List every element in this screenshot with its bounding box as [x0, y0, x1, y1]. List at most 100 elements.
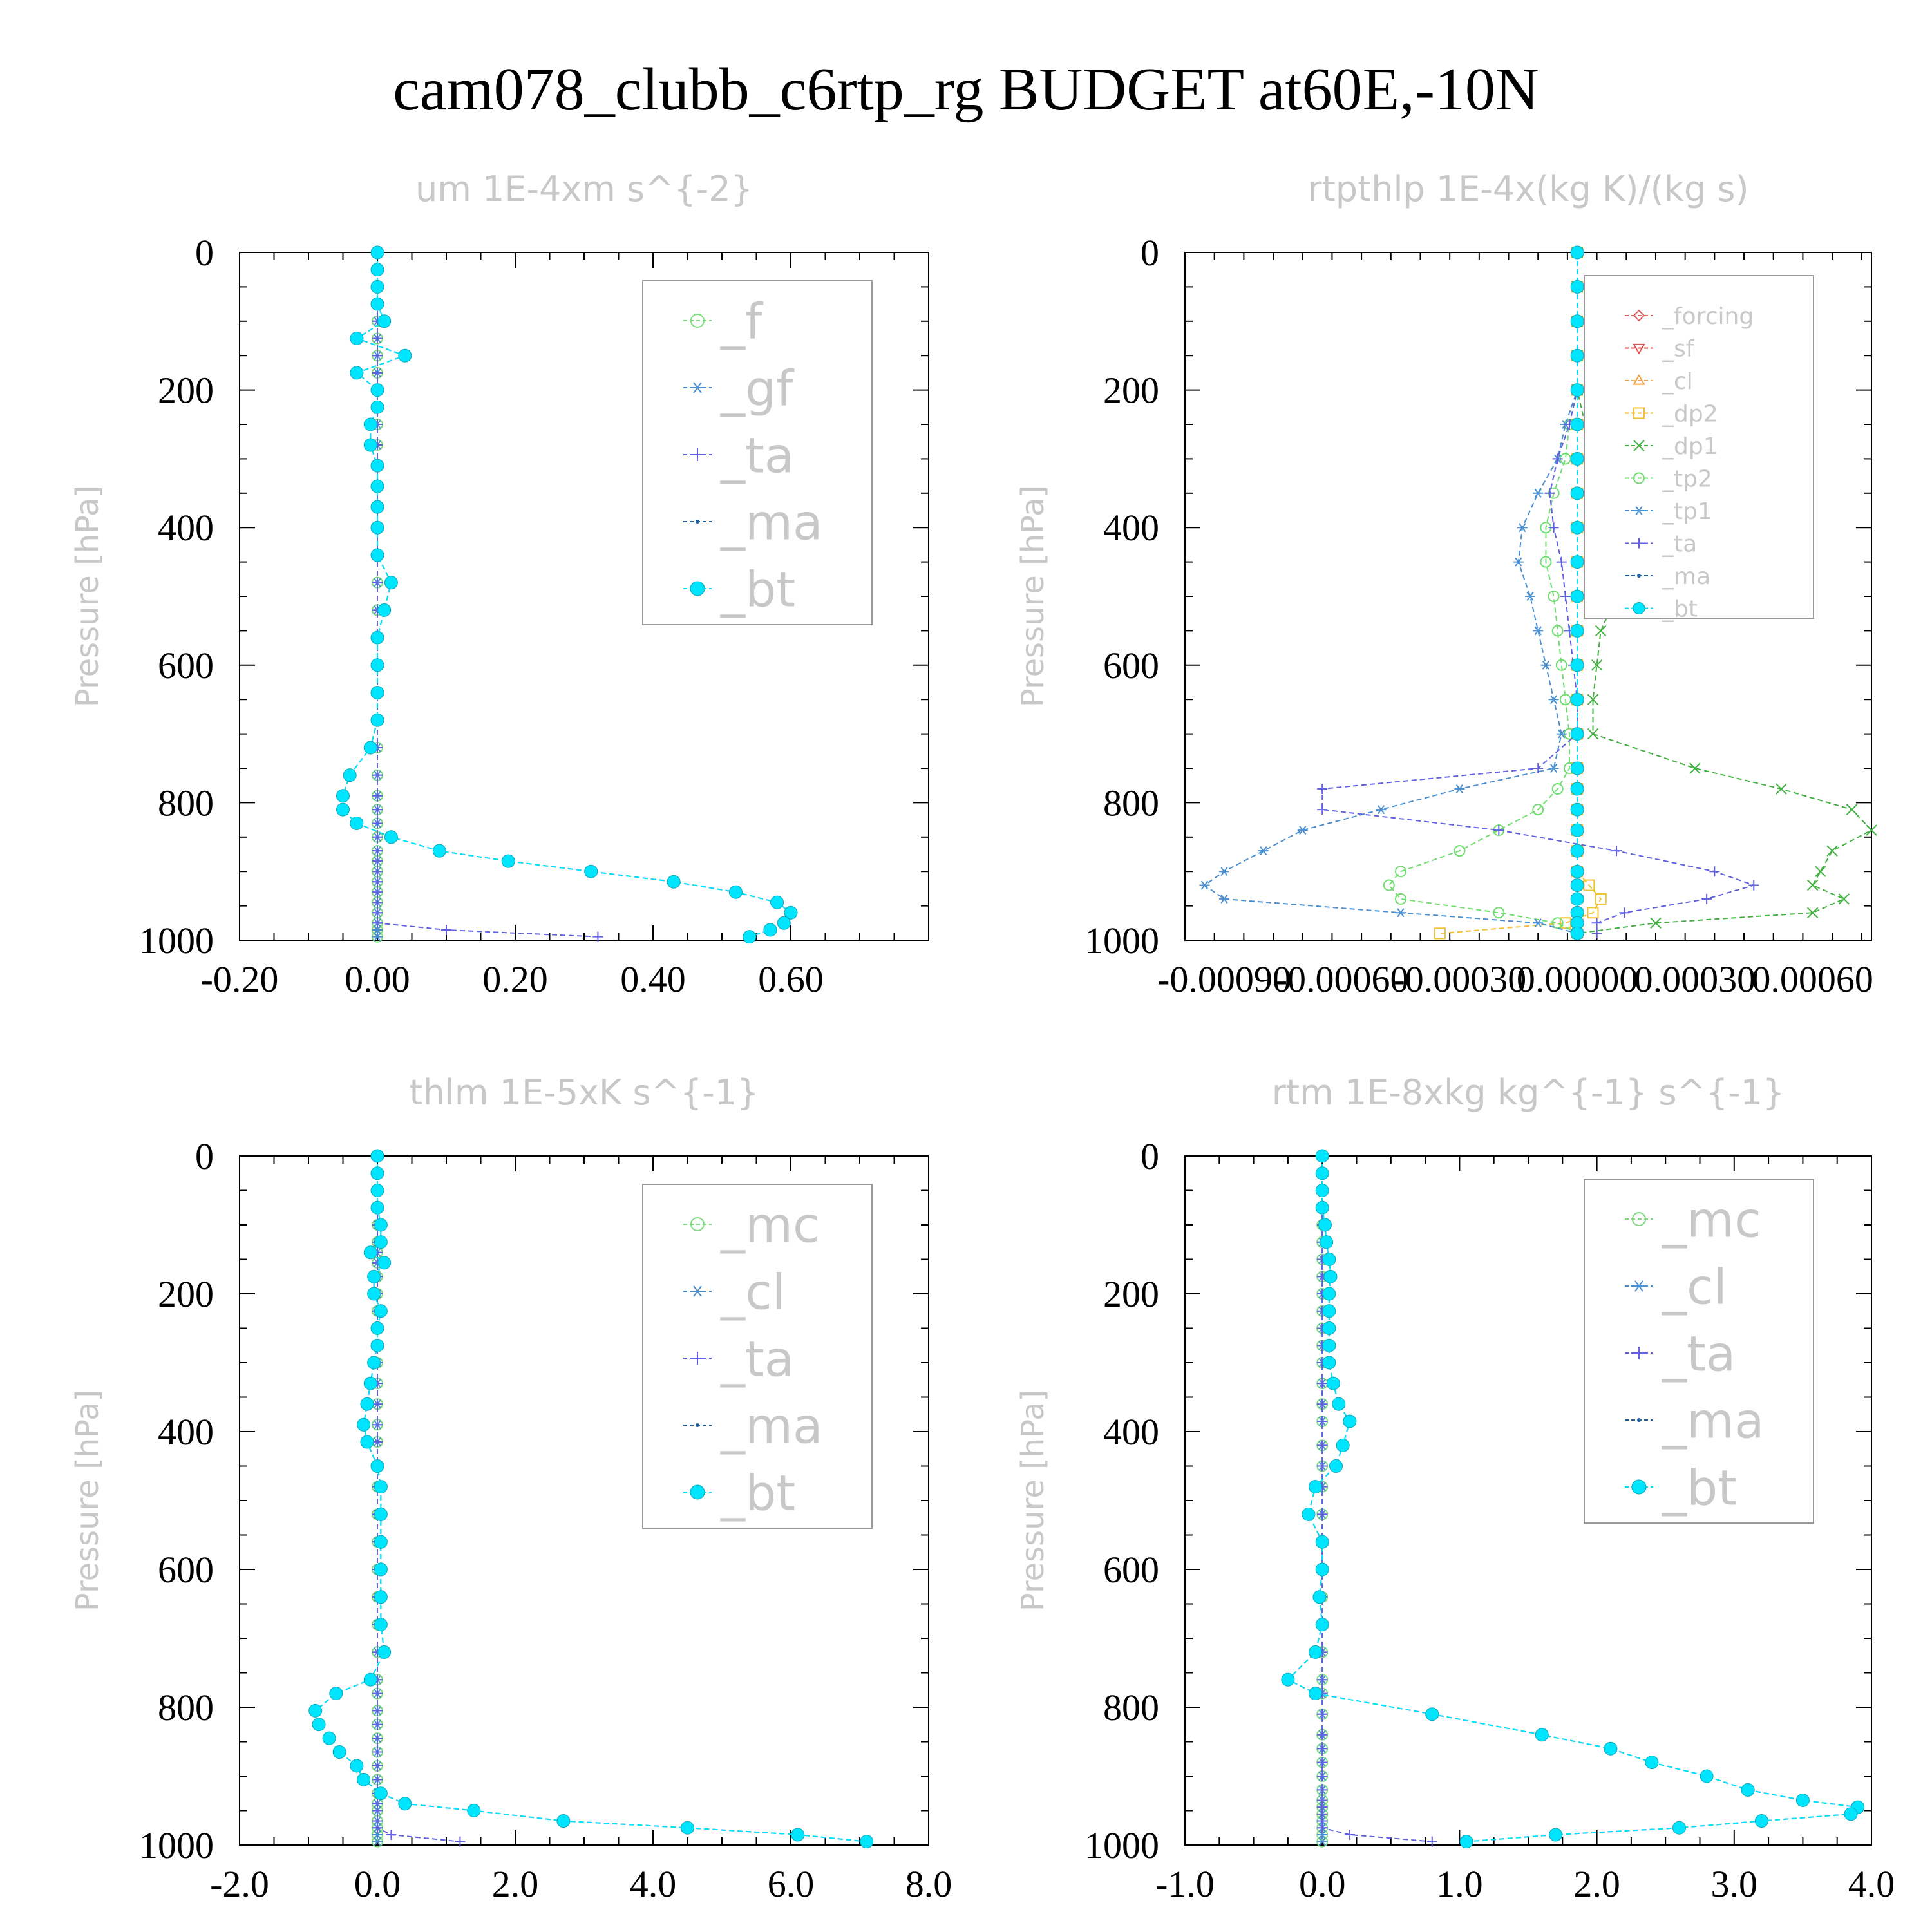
- data-point: [1645, 1756, 1659, 1770]
- legend-label: _bt: [720, 1464, 795, 1521]
- data-point: [1748, 880, 1759, 891]
- data-point: [1866, 824, 1877, 836]
- y-tick-label: 400: [1103, 1411, 1159, 1453]
- x-tick-label: 1.0: [1436, 1863, 1483, 1905]
- data-point: [1570, 417, 1584, 431]
- data-point: [1317, 1729, 1328, 1740]
- data-point: [374, 1618, 388, 1632]
- chart-panel-3: thlm 1E-5xK s^{-1} Pressure [hPa] 0 200 400 6…: [70, 1072, 952, 1905]
- data-point: [1560, 591, 1571, 601]
- data-point: [1806, 907, 1819, 918]
- legend-label: _ma: [1662, 564, 1710, 590]
- data-point: [784, 905, 798, 920]
- data-point: [370, 630, 384, 645]
- data-point: [322, 1731, 336, 1745]
- data-point: [1619, 907, 1630, 918]
- data-point: [332, 1745, 346, 1759]
- data-point: [1317, 1378, 1328, 1389]
- chart-panel-2: rtpthlp 1E-4x(kg K)/(kg s) Pressure [hPa]…: [1015, 169, 1877, 1000]
- data-point: [363, 741, 377, 755]
- page-title: cam078_clubb_c6rtp_rg BUDGET at60E,-10N: [393, 56, 1539, 123]
- data-point: [370, 1184, 384, 1197]
- data-point: [1570, 892, 1584, 906]
- legend-label: _gf: [720, 359, 795, 417]
- data-point: [1551, 917, 1564, 929]
- data-point: [1258, 846, 1269, 856]
- legend-box: [642, 280, 873, 625]
- data-point: [556, 1814, 571, 1828]
- data-point: [374, 1304, 388, 1318]
- data-point: [1570, 623, 1584, 638]
- data-point: [370, 1166, 384, 1180]
- data-point: [667, 875, 681, 889]
- data-point: [1426, 1836, 1437, 1847]
- data-point: [370, 245, 384, 260]
- data-point: [1633, 602, 1645, 614]
- data-point: [1591, 928, 1602, 939]
- data-point: [370, 686, 384, 700]
- legend-label: _ta: [720, 1330, 794, 1387]
- data-point: [372, 1823, 383, 1833]
- data-point: [372, 925, 383, 934]
- data-point: [372, 790, 383, 801]
- y-tick-label: 0: [195, 232, 214, 274]
- data-point: [1493, 825, 1504, 836]
- data-point: [1396, 908, 1406, 918]
- data-point: [372, 856, 383, 867]
- data-point: [455, 1836, 466, 1847]
- y-tick-label: 1000: [1084, 920, 1159, 961]
- data-point: [1844, 1807, 1858, 1821]
- data-point: [398, 1797, 412, 1811]
- data-point: [370, 1149, 384, 1163]
- data-point: [691, 382, 704, 393]
- y-tick-label: 400: [158, 1411, 214, 1453]
- data-point: [370, 279, 384, 294]
- data-point: [1322, 1338, 1336, 1352]
- data-point: [357, 1772, 371, 1786]
- data-point: [1633, 1280, 1645, 1292]
- data-point: [1595, 893, 1607, 905]
- x-tick-label: 6.0: [768, 1863, 815, 1905]
- y-axis-label: Pressure [hPa]: [1015, 1390, 1051, 1611]
- data-point: [1570, 486, 1584, 500]
- data-point: [1533, 488, 1544, 498]
- y-tick-label: 400: [158, 507, 214, 549]
- legend-label: _forcing: [1662, 303, 1754, 330]
- data-point: [372, 876, 383, 887]
- data-point: [372, 804, 383, 815]
- data-point: [1709, 866, 1720, 877]
- data-point: [1689, 762, 1701, 774]
- data-point: [372, 1399, 383, 1410]
- data-point: [1317, 1416, 1328, 1426]
- legend-label: _bt: [720, 560, 795, 618]
- data-point: [1317, 1830, 1328, 1839]
- data-point: [370, 658, 384, 672]
- data-point: [1317, 1399, 1328, 1410]
- legend-box: [1584, 275, 1814, 619]
- series-line: [1388, 252, 1578, 934]
- data-point: [1570, 555, 1584, 569]
- x-tick-label: 0.40: [620, 958, 686, 1000]
- series-bt: [1281, 1149, 1865, 1849]
- data-point: [1322, 1253, 1336, 1266]
- data-point: [1317, 1785, 1328, 1795]
- legend: _mc _cl _ta _ma _bt: [1584, 1179, 1814, 1524]
- x-tick-label: 2.0: [1573, 1863, 1620, 1905]
- legend-box: [642, 1184, 873, 1529]
- series-line: [1287, 1156, 1859, 1842]
- data-point: [1570, 823, 1584, 837]
- x-tick-label: 0.0: [354, 1863, 401, 1905]
- data-point: [372, 831, 383, 842]
- chart-panel-1: um 1E-4xm s^{-2} Pressure [hPa] 0 200 400 600…: [70, 169, 929, 1000]
- data-point: [1525, 592, 1536, 601]
- data-point: [372, 1837, 383, 1846]
- data-point: [690, 1217, 705, 1231]
- data-point: [1672, 1821, 1687, 1835]
- data-point: [363, 1376, 377, 1390]
- data-point: [372, 1419, 383, 1430]
- data-point: [370, 1338, 384, 1352]
- legend-box: [1584, 1179, 1814, 1524]
- x-tick-label: 0.00000: [1517, 958, 1638, 1000]
- legend-label: _bt: [1662, 596, 1698, 622]
- data-point: [1570, 782, 1584, 796]
